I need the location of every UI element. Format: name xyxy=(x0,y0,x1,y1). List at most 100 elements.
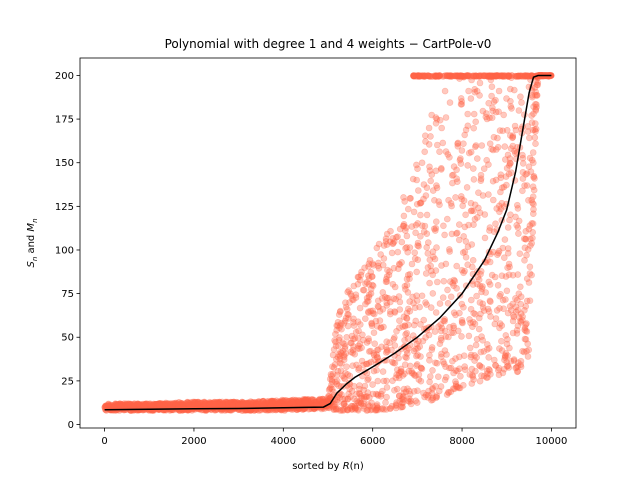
scatter-point xyxy=(386,339,393,347)
scatter-point xyxy=(505,271,513,279)
scatter-point xyxy=(404,289,412,296)
scatter-point xyxy=(404,335,412,342)
scatter-point xyxy=(514,362,522,370)
scatter-point xyxy=(370,367,378,375)
scatter-point xyxy=(355,364,363,372)
scatter-point xyxy=(340,400,347,408)
scatter-point xyxy=(377,324,385,332)
scatter-point xyxy=(230,400,237,407)
scatter-point xyxy=(496,304,503,312)
scatter-point xyxy=(377,324,385,332)
scatter-point xyxy=(268,398,276,405)
scatter-point xyxy=(444,286,451,294)
scatter-point xyxy=(486,73,494,80)
scatter-point xyxy=(429,384,436,392)
scatter-point xyxy=(391,342,399,349)
scatter-point xyxy=(458,300,466,308)
scatter-point xyxy=(504,309,512,317)
scatter-point xyxy=(417,199,425,206)
scatter-point xyxy=(192,401,199,409)
scatter-point xyxy=(532,106,540,113)
scatter-point xyxy=(370,350,377,357)
scatter-point xyxy=(374,302,382,310)
scatter-point xyxy=(365,281,373,288)
scatter-point xyxy=(374,262,382,270)
scatter-point xyxy=(418,222,426,229)
scatter-point xyxy=(461,267,468,275)
scatter-point xyxy=(336,324,343,332)
scatter-point xyxy=(400,313,408,321)
scatter-point xyxy=(259,397,266,405)
scatter-point xyxy=(121,401,128,409)
scatter-point xyxy=(509,329,517,337)
scatter-point xyxy=(529,159,537,167)
scatter-point xyxy=(170,400,177,408)
scatter-point xyxy=(506,216,513,224)
scatter-point xyxy=(422,192,430,199)
scatter-point xyxy=(460,269,467,277)
scatter-point xyxy=(365,260,373,268)
scatter-point xyxy=(385,271,393,279)
scatter-point xyxy=(410,321,418,329)
scatter-point xyxy=(446,99,454,106)
scatter-point xyxy=(472,118,480,126)
scatter-point xyxy=(354,280,362,288)
scatter-point xyxy=(230,399,237,407)
scatter-point xyxy=(467,199,475,207)
scatter-point xyxy=(412,345,419,353)
scatter-point xyxy=(372,317,380,325)
scatter-point xyxy=(506,263,513,271)
scatter-point xyxy=(277,400,284,408)
scatter-point xyxy=(523,170,531,177)
scatter-point xyxy=(365,263,372,270)
scatter-point xyxy=(342,303,350,311)
scatter-point xyxy=(336,355,344,363)
scatter-point xyxy=(363,339,371,346)
scatter-point xyxy=(453,284,460,292)
scatter-point xyxy=(522,235,529,243)
scatter-point xyxy=(509,134,516,142)
scatter-point xyxy=(519,175,527,182)
scatter-point xyxy=(530,173,537,181)
scatter-point xyxy=(478,142,486,149)
scatter-point xyxy=(410,208,418,216)
scatter-point xyxy=(358,357,366,365)
scatter-point xyxy=(342,299,349,307)
scatter-point xyxy=(425,387,432,395)
scatter-point xyxy=(526,222,534,229)
scatter-point xyxy=(487,313,494,320)
scatter-point xyxy=(402,353,409,361)
scatter-point xyxy=(284,397,291,405)
scatter-point xyxy=(514,306,522,314)
scatter-point xyxy=(396,369,403,377)
scatter-point xyxy=(236,400,244,408)
scatter-point xyxy=(423,327,431,334)
scatter-point xyxy=(419,337,427,345)
scatter-point xyxy=(328,376,336,383)
scatter-point xyxy=(497,205,505,213)
scatter-point xyxy=(281,398,289,406)
scatter-point xyxy=(458,266,466,274)
scatter-point xyxy=(444,151,452,158)
scatter-point xyxy=(353,397,361,405)
scatter-point xyxy=(227,400,235,407)
scatter-point xyxy=(402,331,409,338)
scatter-point xyxy=(386,268,393,275)
scatter-point xyxy=(413,361,421,368)
scatter-point xyxy=(116,400,124,408)
scatter-point xyxy=(345,390,352,398)
scatter-point xyxy=(423,184,431,191)
scatter-point xyxy=(214,400,222,408)
scatter-point xyxy=(128,401,136,409)
scatter-point xyxy=(447,293,455,301)
scatter-point xyxy=(328,372,335,380)
scatter-point xyxy=(397,403,405,411)
scatter-point xyxy=(243,400,251,408)
scatter-point xyxy=(462,253,470,261)
scatter-point xyxy=(524,340,532,348)
scatter-point xyxy=(403,347,411,354)
scatter-point xyxy=(299,396,307,404)
scatter-point xyxy=(375,240,383,248)
scatter-point xyxy=(432,382,439,390)
scatter-point xyxy=(464,122,472,130)
